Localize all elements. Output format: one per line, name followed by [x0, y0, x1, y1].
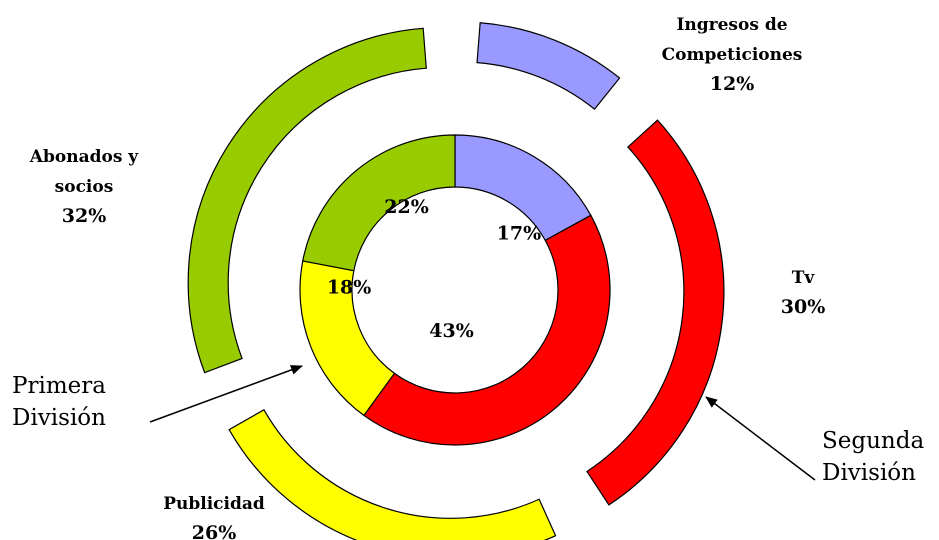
category-label-publicidad-line-0: Publicidad: [163, 494, 265, 514]
outer-value-label-abonados-y-socios: 32%: [62, 205, 107, 227]
outer-slice-tv: [586, 119, 725, 506]
outer-slice-abonados-y-socios: [187, 27, 427, 374]
callout-arrow-primera-division: [149, 365, 303, 423]
category-label-abonados-y-socios-line-0: Abonados y: [29, 147, 140, 167]
chart-labels: 17% 43% 18% 22% Ingresos de Competiciones 12% T…: [29, 15, 825, 540]
inner-value-label-abonados-y-socios: 22%: [384, 196, 429, 218]
outer-value-label-publicidad: 26%: [192, 522, 237, 540]
category-label-ingresos-de-competiciones-line-1: Competiciones: [662, 45, 803, 65]
callout-segunda-division-line-1: División: [822, 460, 916, 486]
callout-arrow-segunda-division: [705, 396, 816, 481]
outer-value-label-ingresos-de-competiciones: 12%: [710, 73, 755, 95]
series-callouts: Primera División Segunda División: [12, 365, 924, 486]
outer-ring-segunda-division: [187, 22, 725, 540]
inner-slice-abonados-y-socios: [302, 134, 456, 272]
callout-primera-division-line-0: Primera: [12, 373, 106, 399]
inner-ring-primera-division: [299, 134, 611, 446]
callout-segunda-division-line-0: Segunda: [822, 428, 924, 454]
callout-primera-division-line-1: División: [12, 405, 106, 431]
inner-value-label-tv: 43%: [429, 320, 474, 342]
outer-slice-publicidad: [228, 409, 557, 540]
inner-value-label-ingresos-de-competiciones: 17%: [497, 222, 542, 244]
inner-slice-tv: [363, 214, 611, 446]
outer-slice-ingresos-de-competiciones: [476, 22, 621, 111]
outer-value-label-tv: 30%: [781, 296, 826, 318]
category-label-ingresos-de-competiciones-line-0: Ingresos de: [676, 15, 787, 35]
category-label-abonados-y-socios-line-1: socios: [55, 177, 114, 197]
inner-value-label-publicidad: 18%: [327, 276, 372, 298]
category-label-tv-line-0: Tv: [792, 268, 816, 288]
